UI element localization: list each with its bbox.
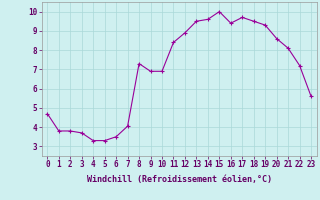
X-axis label: Windchill (Refroidissement éolien,°C): Windchill (Refroidissement éolien,°C) xyxy=(87,175,272,184)
